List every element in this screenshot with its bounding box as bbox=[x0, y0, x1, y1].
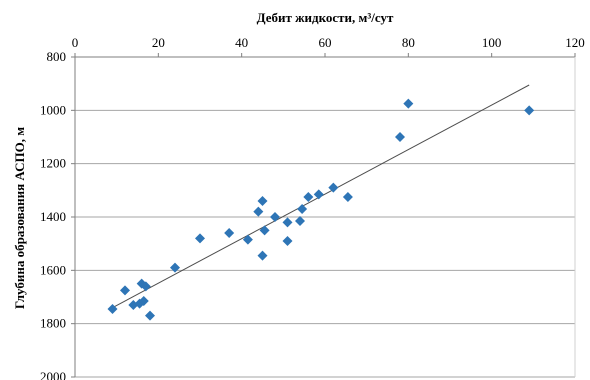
data-point-0 bbox=[107, 304, 118, 314]
data-point-23 bbox=[328, 182, 339, 193]
data-point-12 bbox=[253, 206, 264, 217]
data-point-10 bbox=[224, 228, 235, 238]
data-point-14 bbox=[257, 250, 268, 261]
x-tick-labels: 0 20 40 60 80 100 120 bbox=[72, 35, 585, 50]
x-tick-label-3: 60 bbox=[319, 35, 332, 50]
data-point-25 bbox=[395, 132, 405, 142]
axes bbox=[71, 53, 576, 378]
y-tick-label-1: 1000 bbox=[40, 102, 66, 117]
y-axis-title: Глубина образования АСПО, м bbox=[12, 127, 27, 309]
data-point-18 bbox=[282, 236, 293, 246]
data-point-16 bbox=[270, 212, 280, 222]
data-point-11 bbox=[242, 234, 253, 245]
data-point-21 bbox=[303, 192, 314, 202]
y-tick-label-4: 1600 bbox=[40, 262, 66, 277]
data-point-27 bbox=[524, 105, 535, 116]
data-point-8 bbox=[170, 262, 180, 273]
y-tick-label-3: 1400 bbox=[40, 209, 66, 224]
data-point-9 bbox=[195, 233, 205, 244]
data-point-13 bbox=[257, 196, 268, 206]
y-tick-label-6: 2000 bbox=[40, 369, 66, 380]
data-point-20 bbox=[297, 204, 308, 214]
y-tick-label-2: 1200 bbox=[40, 156, 66, 171]
data-point-1 bbox=[120, 285, 130, 296]
x-tick-label-2: 40 bbox=[235, 35, 248, 50]
data-point-6 bbox=[140, 281, 151, 292]
y-tick-label-0: 800 bbox=[47, 49, 67, 64]
data-point-24 bbox=[342, 192, 353, 202]
gridlines bbox=[75, 56, 575, 378]
data-point-26 bbox=[403, 98, 414, 109]
data-point-5 bbox=[138, 296, 149, 306]
x-tick-label-6: 120 bbox=[565, 35, 585, 50]
x-tick-label-0: 0 bbox=[72, 35, 79, 50]
data-point-19 bbox=[295, 216, 305, 226]
x-axis-title: Дебит жидкости, м³/сут bbox=[257, 10, 394, 25]
data-point-22 bbox=[313, 189, 324, 200]
data-point-15 bbox=[259, 225, 270, 236]
data-point-7 bbox=[145, 310, 155, 321]
data-point-17 bbox=[282, 217, 293, 228]
x-tick-label-4: 80 bbox=[402, 35, 415, 50]
x-tick-label-5: 100 bbox=[482, 35, 502, 50]
data-points bbox=[107, 98, 535, 321]
x-tick-label-1: 20 bbox=[152, 35, 165, 50]
y-tick-labels: 800 1000 1200 1400 1600 1800 2000 bbox=[40, 49, 66, 380]
y-tick-label-5: 1800 bbox=[40, 316, 66, 331]
